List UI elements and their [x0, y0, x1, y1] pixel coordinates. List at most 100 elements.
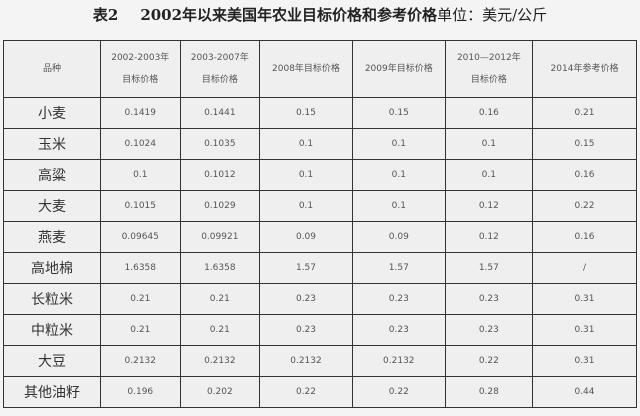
- table-row: 大麦 0.1015 0.1029 0.1 0.1 0.12 0.22: [3, 190, 637, 222]
- price-cell: 0.202: [179, 376, 261, 408]
- table-row: 长粒米 0.21 0.21 0.23 0.23 0.23 0.31: [3, 283, 637, 315]
- table-row: 大豆 0.2132 0.2132 0.2132 0.2132 0.22 0.31: [3, 345, 637, 377]
- price-cell: 0.21: [100, 314, 181, 346]
- price-cell: 0.15: [351, 97, 446, 129]
- column-header: 2014年参考价格: [532, 40, 637, 98]
- price-cell: /: [532, 252, 637, 284]
- price-cell: 0.22: [532, 190, 637, 222]
- price-cell: 0.31: [532, 314, 637, 346]
- price-cell: 1.6358: [100, 252, 181, 284]
- price-cell: 0.1: [259, 190, 353, 222]
- price-cell: 0.1: [444, 128, 534, 160]
- table-row: 小麦 0.1419 0.1441 0.15 0.15 0.16 0.21: [3, 97, 637, 129]
- price-cell: 0.21: [532, 97, 637, 129]
- table-title: 表2 2002年以来美国年农业目标价格和参考价格单位：美元/公斤: [0, 4, 640, 25]
- column-header: 2002-2003年 目标价格: [100, 40, 181, 98]
- price-cell: 0.1: [444, 159, 534, 191]
- price-cell: 0.15: [259, 97, 353, 129]
- header-text: 2010—2012年: [456, 53, 521, 63]
- header-text: 目标价格: [201, 75, 238, 85]
- crop-name-cell: 大麦: [3, 190, 101, 222]
- crop-name-cell: 其他油籽: [3, 376, 101, 408]
- table-label: 表2: [92, 6, 119, 24]
- table-row: 燕麦 0.09645 0.09921 0.09 0.09 0.12 0.16: [3, 221, 637, 253]
- price-cell: 0.2132: [351, 345, 446, 377]
- price-cell: 0.23: [444, 283, 534, 315]
- header-text: 目标价格: [470, 75, 507, 85]
- price-cell: 0.1: [259, 128, 353, 160]
- price-cell: 0.1: [351, 190, 446, 222]
- crop-name-cell: 中粒米: [3, 314, 101, 346]
- price-cell: 0.22: [351, 376, 446, 408]
- price-cell: 0.1035: [179, 128, 261, 160]
- price-cell: 0.2132: [100, 345, 181, 377]
- table-row: 玉米 0.1024 0.1035 0.1 0.1 0.1 0.15: [3, 128, 637, 160]
- price-cell: 0.1012: [179, 159, 261, 191]
- column-header: 品种: [3, 40, 101, 98]
- price-cell: 0.1: [259, 159, 353, 191]
- price-cell: 0.12: [444, 221, 534, 253]
- column-header: 2010—2012年 目标价格: [444, 40, 534, 98]
- price-cell: 1.57: [259, 252, 353, 284]
- crop-name-cell: 玉米: [3, 128, 101, 160]
- crop-name-cell: 高粱: [3, 159, 101, 191]
- price-cell: 0.2132: [259, 345, 353, 377]
- price-cell: 0.23: [259, 314, 353, 346]
- unit-text: 单位：美元/公斤: [437, 6, 548, 24]
- price-cell: 0.21: [179, 314, 261, 346]
- price-cell: 0.16: [532, 221, 637, 253]
- price-cell: 0.16: [532, 159, 637, 191]
- price-cell: 0.16: [444, 97, 534, 129]
- price-cell: 0.23: [259, 283, 353, 315]
- table-row: 高粱 0.1 0.1012 0.1 0.1 0.1 0.16: [3, 159, 637, 191]
- price-cell: 0.1029: [179, 190, 261, 222]
- crop-name-cell: 高地棉: [3, 252, 101, 284]
- price-cell: 1.57: [444, 252, 534, 284]
- header-text: 目标价格: [122, 75, 159, 85]
- price-cell: 0.23: [444, 314, 534, 346]
- column-header: 2003-2007年 目标价格: [179, 40, 261, 98]
- header-text: 2002-2003年: [111, 53, 170, 63]
- price-cell: 0.1: [100, 159, 181, 191]
- header-text: 2009年目标价格: [364, 64, 433, 74]
- price-cell: 0.44: [532, 376, 637, 408]
- column-header: 2008年目标价格: [259, 40, 353, 98]
- title-text: 2002年以来美国年农业目标价格和参考价格: [140, 6, 438, 24]
- price-cell: 0.1024: [100, 128, 181, 160]
- price-cell: 0.2132: [179, 345, 261, 377]
- column-header: 2009年目标价格: [351, 40, 446, 98]
- crop-name-cell: 小麦: [3, 97, 101, 129]
- crop-name-cell: 燕麦: [3, 221, 101, 253]
- price-cell: 0.1: [351, 128, 446, 160]
- price-cell: 0.22: [259, 376, 353, 408]
- price-cell: 1.6358: [179, 252, 261, 284]
- price-cell: 0.31: [532, 345, 637, 377]
- header-text: 2014年参考价格: [550, 64, 619, 74]
- price-cell: 0.23: [351, 283, 446, 315]
- table-row: 其他油籽 0.196 0.202 0.22 0.22 0.28 0.44: [3, 376, 637, 408]
- price-cell: 0.09: [351, 221, 446, 253]
- price-cell: 0.1419: [100, 97, 181, 129]
- price-cell: 0.09645: [100, 221, 181, 253]
- header-text: 2003-2007年: [190, 53, 249, 63]
- price-cell: 0.1441: [179, 97, 261, 129]
- crop-name-cell: 大豆: [3, 345, 101, 377]
- price-cell: 0.09921: [179, 221, 261, 253]
- price-cell: 0.21: [179, 283, 261, 315]
- price-cell: 0.15: [532, 128, 637, 160]
- header-text: 2008年目标价格: [272, 64, 340, 74]
- price-cell: 1.57: [351, 252, 446, 284]
- price-cell: 0.196: [100, 376, 181, 408]
- price-cell: 0.12: [444, 190, 534, 222]
- price-cell: 0.22: [444, 345, 534, 377]
- crop-name-cell: 长粒米: [3, 283, 101, 315]
- price-cell: 0.09: [259, 221, 353, 253]
- price-cell: 0.28: [444, 376, 534, 408]
- price-cell: 0.31: [532, 283, 637, 315]
- price-table: 品种 2002-2003年 目标价格 2003-2007年 目标价格 2008年目标价格 2…: [3, 40, 637, 408]
- price-cell: 0.1: [351, 159, 446, 191]
- table-row: 高地棉 1.6358 1.6358 1.57 1.57 1.57/: [3, 252, 637, 284]
- header-text: 品种: [42, 64, 61, 74]
- price-cell: 0.21: [100, 283, 181, 315]
- price-cell: 0.1015: [100, 190, 181, 222]
